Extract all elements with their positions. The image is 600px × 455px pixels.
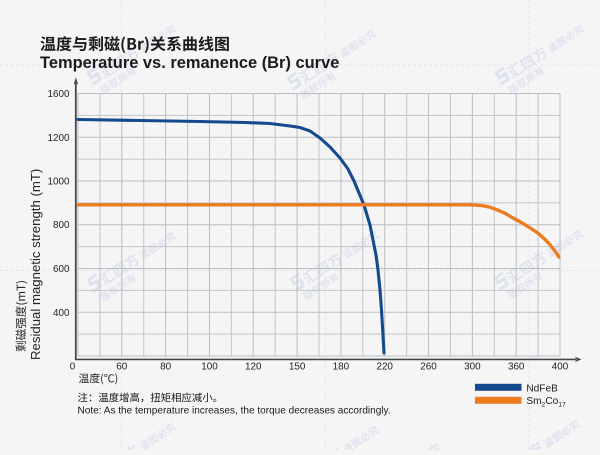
- svg-text:Residual magnetic strength (mT: Residual magnetic strength (mT): [28, 169, 43, 360]
- svg-text:150: 150: [289, 361, 306, 372]
- svg-text:800: 800: [53, 220, 70, 231]
- svg-text:220: 220: [376, 361, 393, 372]
- svg-text:Note: As the temperature incre: Note: As the temperature increases, the …: [78, 405, 391, 416]
- svg-text:1600: 1600: [48, 89, 70, 100]
- svg-text:300: 300: [464, 361, 481, 372]
- svg-text:Temperature vs. remanence (Br): Temperature vs. remanence (Br) curve: [40, 54, 339, 72]
- svg-text:360: 360: [508, 361, 525, 372]
- svg-text:60: 60: [116, 361, 127, 372]
- svg-text:Sm2Co17: Sm2Co17: [526, 396, 566, 409]
- svg-text:120: 120: [245, 361, 262, 372]
- svg-text:600: 600: [53, 264, 70, 275]
- svg-text:260: 260: [420, 361, 437, 372]
- svg-text:180: 180: [333, 361, 350, 372]
- svg-text:400: 400: [552, 361, 569, 372]
- svg-text:100: 100: [201, 361, 218, 372]
- svg-text:1200: 1200: [48, 133, 70, 144]
- svg-text:1000: 1000: [48, 177, 70, 188]
- svg-text:400: 400: [53, 308, 70, 319]
- svg-text:0: 0: [70, 361, 76, 372]
- svg-text:NdFeB: NdFeB: [526, 384, 558, 395]
- svg-text:80: 80: [160, 361, 171, 372]
